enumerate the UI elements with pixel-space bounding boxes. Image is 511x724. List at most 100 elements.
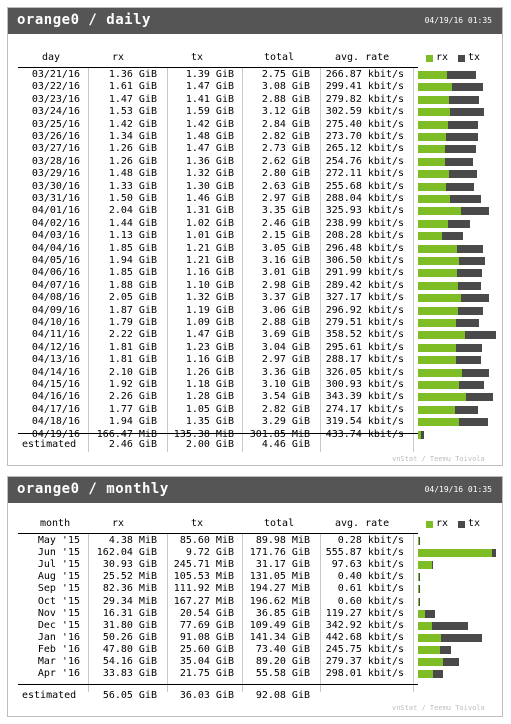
row-total: 2.15 GiB xyxy=(261,230,310,242)
col-head-rx: rx xyxy=(112,52,125,63)
row-label: 04/04/16 xyxy=(31,242,80,254)
rx-bar xyxy=(418,573,419,582)
row-label: 04/17/16 xyxy=(31,403,80,415)
rx-bar xyxy=(418,257,459,265)
row-label: 04/14/16 xyxy=(31,366,80,378)
row-label: Dec '15 xyxy=(37,619,80,631)
row-rate: 358.52 kbit/s xyxy=(325,329,404,341)
row-tx: 21.75 GiB xyxy=(179,668,234,680)
row-rx: 166.47 MiB xyxy=(96,428,157,440)
row-label: 03/31/16 xyxy=(31,193,80,204)
row-label: 03/29/16 xyxy=(31,168,80,180)
rx-bar xyxy=(418,368,463,377)
row-label: Jun '15 xyxy=(37,547,80,559)
row-tx: 1.41 GiB xyxy=(185,93,234,105)
rx-bar xyxy=(418,430,422,439)
row-tx: 1.10 GiB xyxy=(185,279,234,291)
rx-bar xyxy=(418,670,434,679)
row-tx: 1.48 GiB xyxy=(185,131,234,142)
row-total: 2.75 GiB xyxy=(261,69,310,80)
row-rx: 2.26 GiB xyxy=(108,391,157,403)
row-rx: 16.31 GiB xyxy=(102,607,157,619)
row-rate: 288.17 kbit/s xyxy=(325,354,404,366)
row-rx: 30.93 GiB xyxy=(102,559,157,571)
row-total: 2.98 GiB xyxy=(261,279,310,291)
row-tx: 1.23 GiB xyxy=(185,341,234,353)
daily-panel: orange0 / daily 04/19/16 01:35 day rx tx… xyxy=(7,7,503,466)
row-tx: 1.35 GiB xyxy=(185,416,234,428)
monthly-estimated-rx: 56.05 GiB xyxy=(102,690,157,701)
rx-bar xyxy=(418,219,449,228)
tx-bar xyxy=(457,244,483,253)
tx-bar xyxy=(455,405,478,414)
row-tx: 1.42 GiB xyxy=(185,118,234,130)
row-rate: 254.76 kbit/s xyxy=(325,155,404,167)
rx-bar xyxy=(418,71,447,79)
row-rate: 275.40 kbit/s xyxy=(325,118,404,130)
row-rate: 296.92 kbit/s xyxy=(325,304,404,316)
row-total: 2.62 GiB xyxy=(261,155,310,167)
row-label: 04/12/16 xyxy=(31,341,80,353)
monthly-vline-1 xyxy=(88,534,89,692)
tx-bar xyxy=(449,195,481,203)
row-rx: 2.05 GiB xyxy=(108,292,157,304)
row-rx: 31.80 GiB xyxy=(102,619,157,631)
tx-bar xyxy=(419,573,420,582)
rx-bar xyxy=(418,108,451,117)
row-total: 31.17 GiB xyxy=(255,559,310,571)
row-rate: 238.99 kbit/s xyxy=(325,217,404,229)
monthly-legend-rx-label: rx xyxy=(436,518,449,529)
row-rx: 4.38 MiB xyxy=(108,535,157,546)
row-rx: 1.81 GiB xyxy=(108,354,157,366)
tx-bar xyxy=(444,145,476,154)
row-rate: 279.82 kbit/s xyxy=(325,93,404,105)
row-tx: 1.59 GiB xyxy=(185,106,234,118)
row-rate: 555.87 kbit/s xyxy=(325,547,404,559)
rx-bar xyxy=(418,157,445,166)
tx-bar xyxy=(439,645,452,654)
row-rate: 289.42 kbit/s xyxy=(325,279,404,291)
tx-bar xyxy=(456,343,483,352)
row-total: 89.20 GiB xyxy=(255,656,310,667)
rx-bar xyxy=(418,537,419,545)
rx-bar xyxy=(418,281,458,290)
row-total: 36.85 GiB xyxy=(255,607,310,619)
row-rx: 25.52 MiB xyxy=(102,571,157,583)
row-label: 04/11/16 xyxy=(31,329,80,341)
tx-bar xyxy=(446,182,474,191)
row-label: 04/07/16 xyxy=(31,279,80,291)
row-total: 3.10 GiB xyxy=(261,379,310,390)
row-total: 2.82 GiB xyxy=(261,131,310,142)
tx-bar xyxy=(459,257,485,265)
rx-bar xyxy=(418,170,450,179)
row-rate: 319.54 kbit/s xyxy=(325,416,404,428)
row-label: Sep '15 xyxy=(37,583,80,595)
row-tx: 1.32 GiB xyxy=(185,168,234,180)
row-rx: 1.36 GiB xyxy=(108,69,157,80)
row-rx: 2.10 GiB xyxy=(108,366,157,378)
row-total: 2.73 GiB xyxy=(261,143,310,155)
row-label: 03/22/16 xyxy=(31,81,80,93)
row-rx: 33.83 GiB xyxy=(102,668,157,680)
row-total: 2.97 GiB xyxy=(261,193,310,204)
tx-bar xyxy=(462,368,489,377)
row-rate: 266.87 kbit/s xyxy=(325,69,404,80)
row-tx: 1.21 GiB xyxy=(185,255,234,266)
row-total: 171.76 GiB xyxy=(249,547,310,559)
daily-vline-5 xyxy=(413,68,414,452)
row-rx: 1.42 GiB xyxy=(108,118,157,130)
row-total: 3.01 GiB xyxy=(261,267,310,279)
row-rx: 54.16 GiB xyxy=(102,656,157,667)
tx-bar xyxy=(461,207,489,216)
row-tx: 20.54 GiB xyxy=(179,607,234,619)
row-tx: 1.36 GiB xyxy=(185,155,234,167)
legend-tx-swatch xyxy=(458,55,465,62)
rx-bar xyxy=(418,232,442,241)
monthly-legend-tx-label: tx xyxy=(468,518,481,529)
row-rx: 1.79 GiB xyxy=(108,317,157,328)
row-total: 3.54 GiB xyxy=(261,391,310,403)
rx-bar xyxy=(418,95,450,104)
monthly-vline-3 xyxy=(242,534,243,692)
row-rx: 1.47 GiB xyxy=(108,93,157,105)
tx-bar xyxy=(433,670,444,679)
